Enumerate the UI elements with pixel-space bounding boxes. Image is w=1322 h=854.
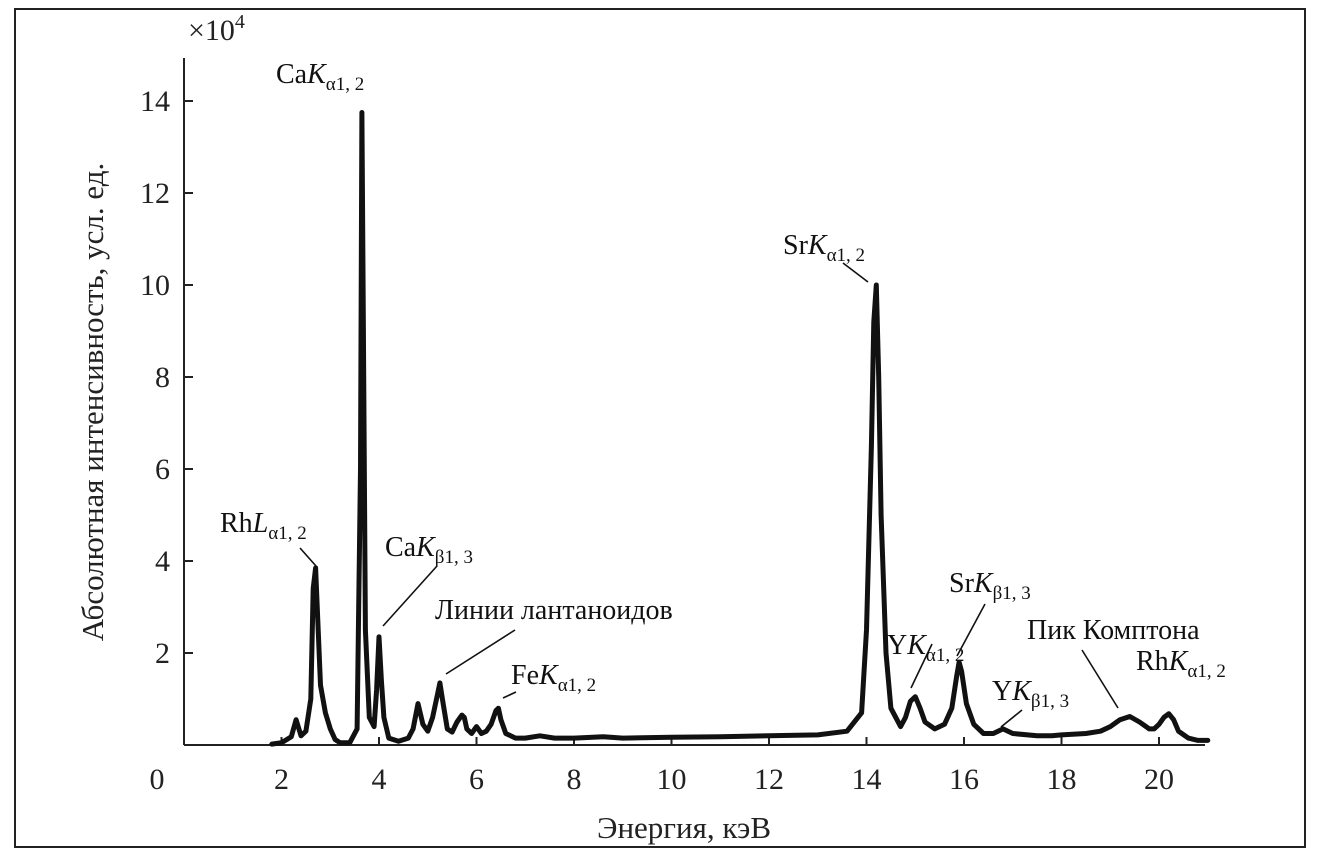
series-group bbox=[269, 110, 1211, 747]
spectrum-line bbox=[269, 110, 1211, 747]
axis-ticks: 0 2 4 6 8 10 12 14 16 18 20 2 4 6 8 10 12 14 bbox=[140, 85, 1174, 796]
peak-label: SrKα1, 2 bbox=[783, 230, 865, 266]
peak-label-subscript: α1, 2 bbox=[268, 523, 306, 544]
y-tick-label: 6 bbox=[155, 453, 170, 486]
peak-label: Линии лантаноидов bbox=[435, 595, 673, 626]
peak-label-symbol: K bbox=[1011, 676, 1032, 707]
y-multiplier: ×104 bbox=[188, 11, 245, 47]
annotation-leader-line bbox=[502, 691, 517, 699]
peak-label-element: Rh bbox=[220, 508, 253, 539]
peak-label: RhLα1, 2 bbox=[220, 508, 307, 544]
peak-label-subscript: β1, 3 bbox=[1031, 691, 1069, 712]
peak-label-element: Y bbox=[887, 630, 907, 661]
peak-label-element: Rh bbox=[1136, 646, 1169, 677]
peak-label: CaKα1, 2 bbox=[276, 59, 364, 95]
y-tick-label: 10 bbox=[140, 269, 170, 302]
peak-label: YKα1, 2 bbox=[887, 630, 964, 666]
y-tick-label: 12 bbox=[140, 177, 170, 210]
x-axis-title: Энергия, кэВ bbox=[597, 810, 771, 845]
x-tick-label: 18 bbox=[1047, 763, 1077, 796]
peak-label-element: Ca bbox=[385, 532, 417, 563]
x-tick-label: 14 bbox=[852, 763, 882, 796]
y-tick-label: 8 bbox=[155, 361, 170, 394]
peak-label: FeKα1, 2 bbox=[511, 660, 596, 696]
x-tick-label: 0 bbox=[150, 763, 165, 796]
peak-label-element: Sr bbox=[783, 230, 809, 261]
peak-label-subscript: α1, 2 bbox=[558, 675, 596, 696]
peak-label-subscript: β1, 3 bbox=[993, 583, 1031, 604]
peak-label: CaKβ1, 3 bbox=[385, 532, 473, 568]
peak-label-subscript: α1, 2 bbox=[926, 645, 964, 666]
annotation-leader-line bbox=[445, 629, 516, 675]
y-axis-title: Абсолютная интенсивность, усл. ед. bbox=[75, 163, 110, 642]
annotation-leaders bbox=[299, 262, 1119, 728]
peak-label-element: Ca bbox=[276, 59, 308, 90]
peak-label-symbol: K bbox=[906, 630, 927, 661]
peak-label-symbol: K bbox=[973, 568, 994, 599]
peak-label-symbol: K bbox=[538, 660, 559, 691]
peak-label-subscript: α1, 2 bbox=[827, 245, 865, 266]
peak-label-symbol: L bbox=[252, 508, 269, 539]
x-tick-label: 4 bbox=[372, 763, 387, 796]
y-tick-label: 2 bbox=[155, 637, 170, 670]
x-tick-label: 20 bbox=[1144, 763, 1174, 796]
x-tick-label: 10 bbox=[657, 763, 687, 796]
y-multiplier-exponent: 4 bbox=[235, 11, 245, 33]
peak-label-symbol: K bbox=[306, 59, 327, 90]
y-multiplier-base: ×10 bbox=[188, 14, 235, 47]
figure-frame bbox=[14, 8, 1306, 848]
peak-label: RhKα1, 2 bbox=[1136, 646, 1226, 682]
peak-label-subscript: α1, 2 bbox=[1187, 661, 1225, 682]
y-tick-label: 4 bbox=[155, 545, 170, 578]
x-tick-label: 6 bbox=[469, 763, 484, 796]
peak-label-symbol: K bbox=[807, 230, 828, 261]
peak-label-element: Sr bbox=[949, 568, 975, 599]
x-tick-label: 12 bbox=[754, 763, 784, 796]
x-tick-label: 2 bbox=[274, 763, 289, 796]
annotation-leader-line bbox=[299, 547, 317, 567]
x-tick-label: 16 bbox=[949, 763, 979, 796]
y-tick-label: 14 bbox=[140, 85, 170, 118]
peak-label-element: Fe bbox=[511, 660, 539, 691]
x-tick-label: 8 bbox=[567, 763, 582, 796]
peak-label-symbol: K bbox=[415, 532, 436, 563]
peak-label-element: Y bbox=[992, 676, 1012, 707]
annotation-leader-line bbox=[1081, 649, 1119, 709]
peak-label-subscript: α1, 2 bbox=[326, 74, 364, 95]
annotation-leader-line bbox=[842, 262, 869, 283]
peak-label: Пик Комптона bbox=[1027, 615, 1200, 646]
annotation-leader-line bbox=[910, 643, 933, 689]
annotation-leader-line bbox=[1000, 709, 1023, 728]
peak-label: SrKβ1, 3 bbox=[949, 568, 1031, 604]
peak-label: YKβ1, 3 bbox=[992, 676, 1069, 712]
annotation-leader-line bbox=[382, 565, 438, 627]
peak-label-subscript: β1, 3 bbox=[435, 547, 473, 568]
peak-label-symbol: K bbox=[1168, 646, 1189, 677]
annotation-leader-line bbox=[956, 603, 986, 657]
